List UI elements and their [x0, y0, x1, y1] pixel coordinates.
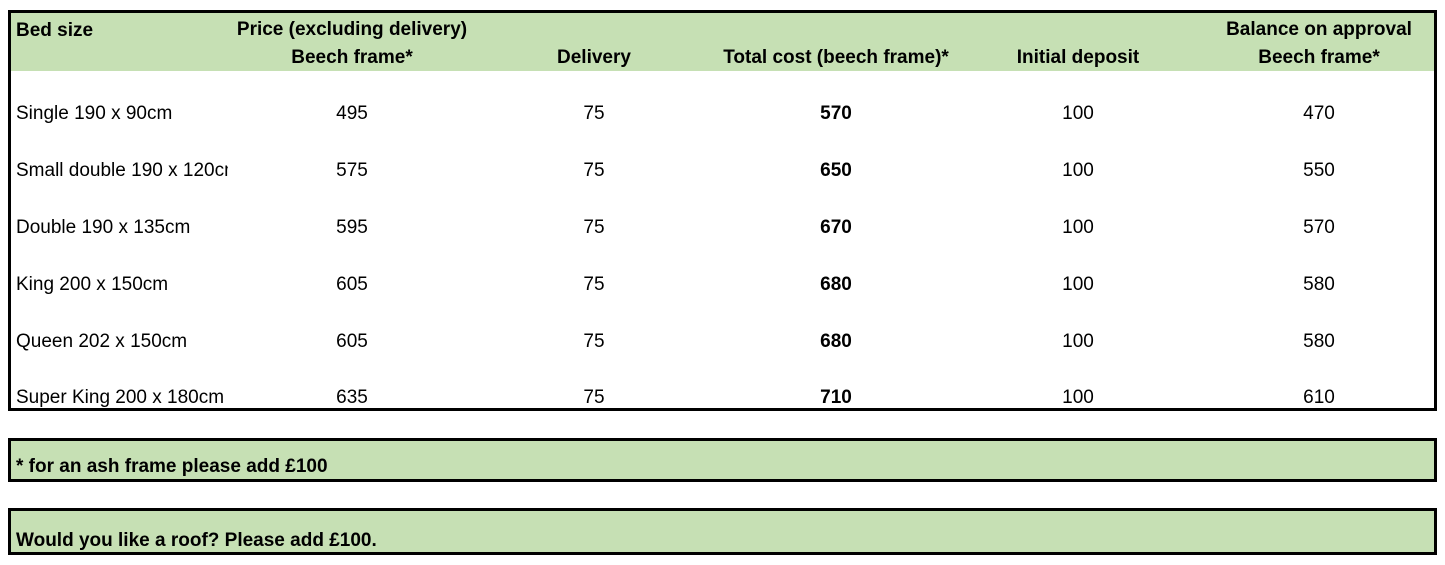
- price-table: Bed size Price (excluding delivery) Beec…: [8, 10, 1437, 411]
- cell-delivery: 75: [583, 217, 605, 238]
- cell-delivery: 75: [583, 274, 605, 295]
- cell-balance: 550: [1303, 160, 1335, 181]
- roof-note: Would you like a roof? Please add £100.: [8, 508, 1437, 555]
- cell-price: 575: [336, 160, 368, 181]
- cell-price: 605: [336, 274, 368, 295]
- cell-price: 595: [336, 217, 368, 238]
- cell-balance: 580: [1303, 331, 1335, 352]
- header-bed-size: Bed size: [16, 20, 94, 41]
- roof-note-text: Would you like a roof? Please add £100.: [16, 530, 377, 551]
- cell-price: 635: [336, 387, 368, 408]
- cell-initial-deposit: 100: [1062, 274, 1094, 295]
- header-initial-deposit: Initial deposit: [1016, 47, 1140, 68]
- cell-total-cost: 570: [820, 103, 852, 124]
- cell-delivery: 75: [583, 160, 605, 181]
- header-total-cost: Total cost (beech frame)*: [723, 47, 949, 68]
- header-balance-line2: Beech frame*: [1258, 47, 1380, 68]
- header-price-line1: Price (excluding delivery): [236, 19, 468, 40]
- cell-initial-deposit: 100: [1062, 103, 1094, 124]
- cell-balance: 580: [1303, 274, 1335, 295]
- cell-price: 495: [336, 103, 368, 124]
- cell-delivery: 75: [583, 387, 605, 408]
- cell-initial-deposit: 100: [1062, 331, 1094, 352]
- header-balance-line1: Balance on approval: [1226, 19, 1412, 40]
- cell-bed-size: Small double 190 x 120cm: [16, 160, 228, 181]
- cell-bed-size: Queen 202 x 150cm: [16, 331, 188, 352]
- cell-delivery: 75: [583, 331, 605, 352]
- cell-total-cost: 680: [820, 331, 852, 352]
- ash-frame-note-text: * for an ash frame please add £100: [16, 456, 328, 477]
- cell-initial-deposit: 100: [1062, 160, 1094, 181]
- ash-frame-note: * for an ash frame please add £100: [8, 438, 1437, 482]
- cell-total-cost: 650: [820, 160, 852, 181]
- header-price-line2: Beech frame*: [291, 47, 413, 68]
- cell-initial-deposit: 100: [1062, 217, 1094, 238]
- cell-balance: 570: [1303, 217, 1335, 238]
- cell-total-cost: 710: [820, 387, 852, 408]
- cell-price: 605: [336, 331, 368, 352]
- cell-initial-deposit: 100: [1062, 387, 1094, 408]
- header-delivery: Delivery: [557, 47, 631, 68]
- cell-bed-size: Single 190 x 90cm: [16, 103, 173, 124]
- cell-total-cost: 680: [820, 274, 852, 295]
- cell-balance: 610: [1303, 387, 1335, 408]
- table-header: Bed size Price (excluding delivery) Beec…: [11, 13, 1434, 71]
- cell-total-cost: 670: [820, 217, 852, 238]
- cell-bed-size: Super King 200 x 180cm: [16, 387, 225, 408]
- cell-bed-size: King 200 x 150cm: [16, 274, 169, 295]
- cell-balance: 470: [1303, 103, 1335, 124]
- cell-delivery: 75: [583, 103, 605, 124]
- cell-bed-size: Double 190 x 135cm: [16, 217, 191, 238]
